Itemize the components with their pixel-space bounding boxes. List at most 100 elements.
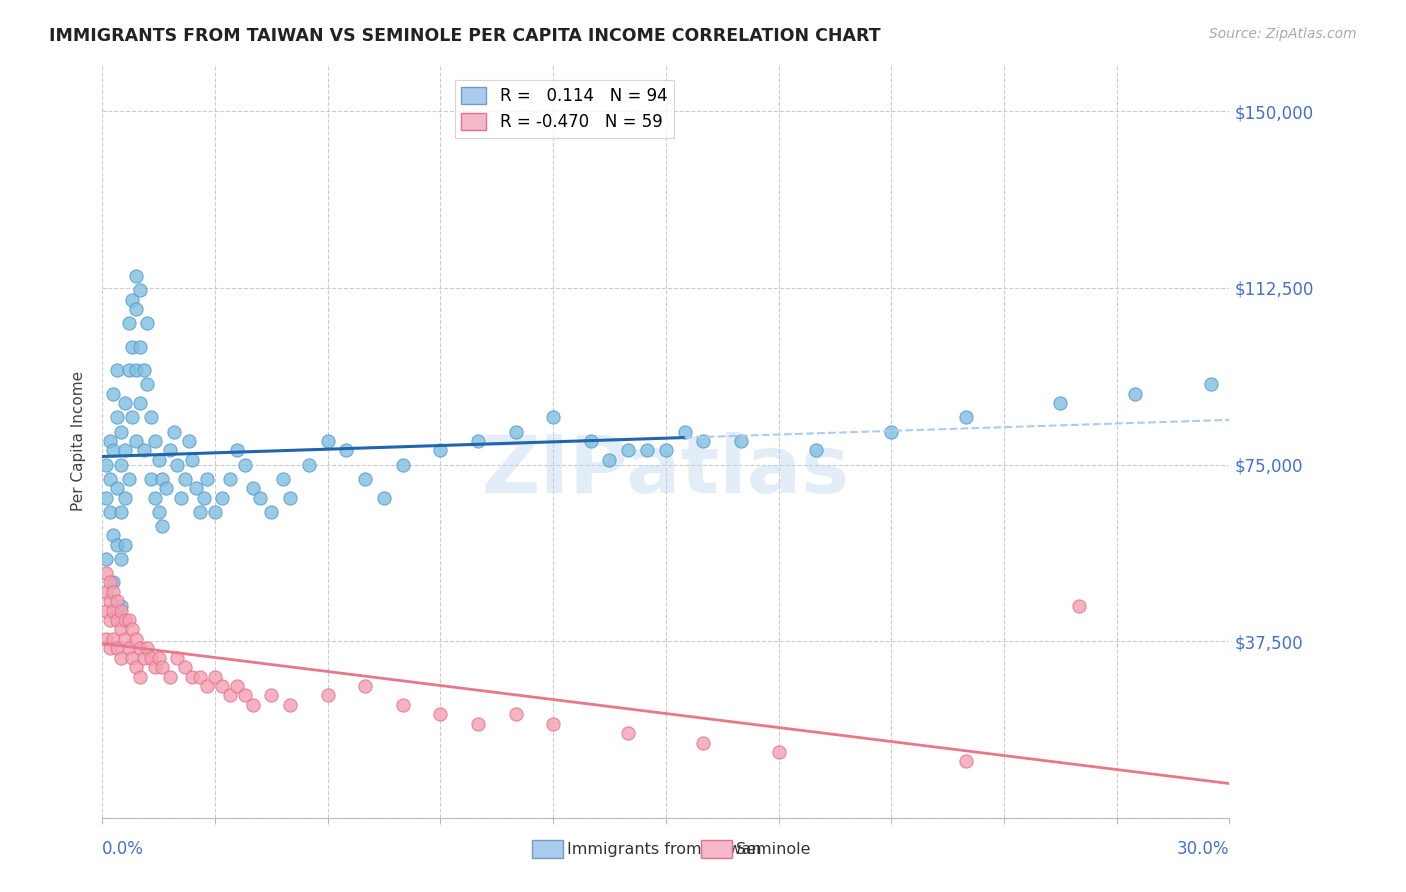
Point (467, 434, 489, 448)
Point (110, 604, 132, 618)
Point (103, 604, 125, 618)
Point (117, 641, 139, 656)
Point (98, 641, 121, 656)
Point (150, 518, 173, 533)
Point (249, 491, 271, 505)
Point (271, 472, 294, 486)
Point (170, 491, 193, 505)
Point (219, 689, 242, 703)
Point (139, 410, 162, 425)
Point (117, 613, 139, 627)
Point (128, 283, 150, 297)
Point (114, 491, 136, 505)
Point (260, 689, 283, 703)
Point (1069, 599, 1091, 613)
Point (110, 458, 132, 472)
Point (955, 755, 977, 769)
Legend: R =   0.114   N = 94, R = -0.470   N = 59: R = 0.114 N = 94, R = -0.470 N = 59 (454, 80, 673, 138)
Point (148, 505, 170, 519)
Point (132, 650, 155, 665)
Point (162, 425, 184, 439)
Point (804, 443, 827, 458)
Point (94, 551, 117, 566)
Point (233, 458, 256, 472)
Point (128, 340, 150, 354)
Point (335, 443, 357, 458)
Point (121, 410, 143, 425)
Point (598, 453, 620, 467)
Point (121, 340, 143, 354)
Point (125, 363, 148, 377)
Point (125, 301, 148, 316)
Y-axis label: Per Capita Income: Per Capita Income (72, 371, 86, 511)
Point (148, 453, 170, 467)
Point (125, 269, 148, 284)
Point (94, 458, 117, 472)
Point (186, 481, 208, 495)
Point (105, 594, 128, 608)
Point (204, 505, 226, 519)
Point (139, 650, 162, 665)
Point (98, 613, 121, 627)
Point (98, 434, 121, 448)
Point (177, 434, 200, 448)
Point (204, 669, 226, 683)
Point (136, 377, 159, 392)
Point (143, 434, 166, 448)
Point (114, 538, 136, 552)
Text: 0.0%: 0.0% (103, 840, 143, 858)
Point (429, 443, 451, 458)
Point (94, 491, 117, 505)
Point (136, 316, 159, 330)
Point (505, 425, 527, 439)
Point (98, 472, 121, 486)
Text: 30.0%: 30.0% (1177, 840, 1229, 858)
Point (211, 491, 233, 505)
Point (211, 679, 233, 693)
Point (125, 434, 148, 448)
Point (105, 481, 128, 495)
Point (136, 641, 159, 656)
Point (121, 293, 143, 307)
Point (117, 363, 139, 377)
Point (226, 679, 249, 693)
Point (94, 632, 117, 646)
Point (730, 434, 752, 448)
Point (143, 491, 166, 505)
Point (219, 472, 242, 486)
Point (316, 689, 339, 703)
Point (242, 698, 264, 712)
Point (242, 481, 264, 495)
Point (148, 650, 170, 665)
Point (103, 584, 125, 599)
Point (467, 716, 489, 731)
Point (768, 745, 790, 759)
Point (197, 472, 219, 486)
Point (114, 443, 136, 458)
Point (117, 472, 139, 486)
Point (173, 472, 195, 486)
Point (105, 363, 128, 377)
Text: Immigrants from Taiwan: Immigrants from Taiwan (568, 842, 762, 856)
Point (110, 551, 132, 566)
Point (128, 396, 150, 410)
Point (617, 726, 640, 740)
Point (103, 632, 125, 646)
Point (1049, 396, 1071, 410)
Point (955, 410, 977, 425)
Point (159, 443, 181, 458)
Point (278, 491, 301, 505)
Point (260, 505, 283, 519)
Point (143, 660, 166, 674)
Point (155, 481, 177, 495)
Point (125, 632, 148, 646)
Point (132, 363, 155, 377)
Point (173, 660, 195, 674)
Point (103, 528, 125, 542)
Point (150, 472, 173, 486)
Text: ZIPatlas: ZIPatlas (482, 432, 851, 510)
Point (121, 650, 143, 665)
Point (1125, 387, 1147, 401)
Point (110, 623, 132, 637)
Point (105, 613, 128, 627)
